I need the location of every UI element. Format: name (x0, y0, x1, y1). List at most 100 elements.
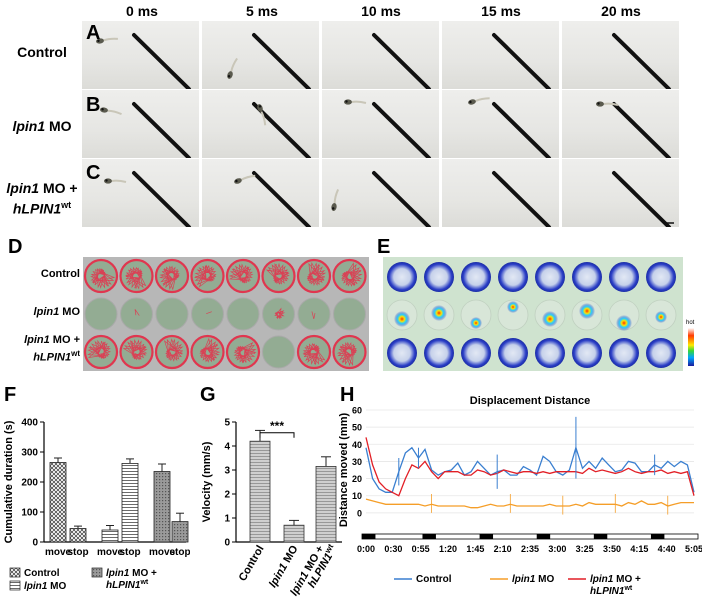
timepoint-label: 15 ms (481, 3, 521, 19)
y-tick-label: 3 (224, 466, 230, 477)
x-tick-label: move (45, 547, 72, 558)
needle-probe (612, 102, 671, 158)
y-tick-label: 2 (224, 490, 230, 501)
y-tick-label: 20 (352, 474, 362, 484)
heatmap-well (498, 262, 528, 292)
frame-image (96, 33, 191, 89)
needle-probe (492, 171, 551, 227)
swim-track (341, 262, 363, 287)
video-frame (562, 159, 679, 227)
heatmap-well (572, 262, 602, 292)
bar (315, 466, 337, 543)
video-frame (322, 159, 439, 227)
y-tick-label: 100 (21, 508, 38, 519)
x-tick-label: 0:55 (412, 544, 430, 554)
heatmap-plate (383, 257, 683, 371)
x-tick-label: stop (119, 547, 140, 558)
series-line (365, 437, 695, 497)
activity-hotspot (579, 303, 595, 319)
x-tick-label: 1:20 (439, 544, 457, 554)
zebrafish-larva (104, 178, 127, 184)
swim-track (122, 338, 148, 361)
heatmap-well (646, 338, 676, 368)
frame-image (492, 33, 551, 89)
heatmap-well (535, 262, 565, 292)
y-tick-label: 60 (352, 406, 362, 416)
tracking-well (297, 297, 331, 331)
needle-probe (612, 33, 671, 89)
heatmap-well (387, 338, 417, 368)
tracking-well (190, 334, 225, 370)
legend-label-rescue-line2: hLPIN1wt (106, 579, 149, 591)
d-row-label-control: Control (40, 268, 80, 280)
tracking-well (296, 258, 332, 294)
video-frame (442, 90, 559, 158)
legend-swatch-rescue (91, 567, 103, 578)
legend-label-lpin1-mo: lpin1 MO (512, 574, 554, 585)
activity-hotspot (394, 311, 410, 327)
activity-hotspot (542, 311, 558, 327)
legend-swatch-lpin1-mo (9, 580, 21, 591)
tracking-well (120, 297, 153, 331)
video-frame (202, 21, 319, 89)
video-frame (322, 21, 439, 89)
y-tick-label: 0 (357, 508, 362, 518)
x-tick-label: 3:25 (576, 544, 594, 554)
row-label-control: Control (17, 44, 67, 60)
needle-probe (132, 171, 191, 227)
needle-probe (372, 33, 431, 89)
x-tick-label: 0:00 (357, 544, 375, 554)
swim-track (233, 341, 257, 364)
x-tick-label: 2:35 (521, 544, 539, 554)
video-frame (562, 90, 679, 158)
swim-track (306, 262, 327, 287)
video-frame (82, 90, 199, 158)
heatmap-well (535, 338, 565, 368)
bar (49, 462, 67, 543)
panel-letter-b: B (86, 94, 101, 116)
frame-image (612, 33, 671, 89)
panel-letter-a: A (86, 22, 101, 44)
y-tick-label: 1 (224, 514, 230, 525)
bar (69, 528, 87, 543)
series-line (365, 445, 695, 493)
row-label-rescue: lpin1 MO + hLPIN1wt (6, 180, 78, 217)
needle-probe (252, 102, 311, 158)
heatmap-well (497, 299, 529, 331)
timepoint-label: 0 ms (126, 3, 158, 19)
row-label-lpin1-mo: lpin1 MO (12, 118, 72, 134)
needle-probe (252, 33, 311, 89)
tracking-well (332, 258, 367, 294)
x-tick-label: 4:40 (658, 544, 676, 554)
frame-image (227, 33, 311, 89)
tracking-well (155, 297, 189, 331)
tracking-well (119, 334, 154, 370)
timepoint-label: 5 ms (246, 3, 278, 19)
panel-letter-f: F (4, 384, 17, 406)
y-tick-label: 0 (224, 538, 230, 549)
zebrafish-larva (257, 104, 267, 126)
tracking-wells (83, 258, 367, 370)
dark-period (479, 534, 494, 539)
needle-probe (612, 171, 671, 227)
y-tick-label: 30 (352, 457, 362, 467)
activity-hotspot (470, 317, 482, 329)
significance-label: *** (270, 419, 284, 433)
needle-probe (132, 33, 191, 89)
panel-letter-g: G (200, 384, 216, 406)
chart-title: Displacement Distance (470, 395, 590, 407)
swim-track (274, 307, 286, 320)
video-frame (442, 159, 559, 227)
frame-image (596, 101, 671, 158)
x-tick-label: stop (67, 547, 88, 558)
frame-image (331, 171, 431, 227)
heatmap-color-scale (688, 328, 694, 366)
x-tick-label: Control (237, 544, 267, 584)
zebrafish-larva (100, 107, 122, 116)
needle-probe (492, 102, 551, 158)
heatmap-well (424, 338, 454, 368)
frame-image (104, 171, 191, 227)
legend-label-control: Control (24, 568, 60, 579)
light-dark-bar (361, 533, 699, 540)
heatmap-well (646, 262, 676, 292)
